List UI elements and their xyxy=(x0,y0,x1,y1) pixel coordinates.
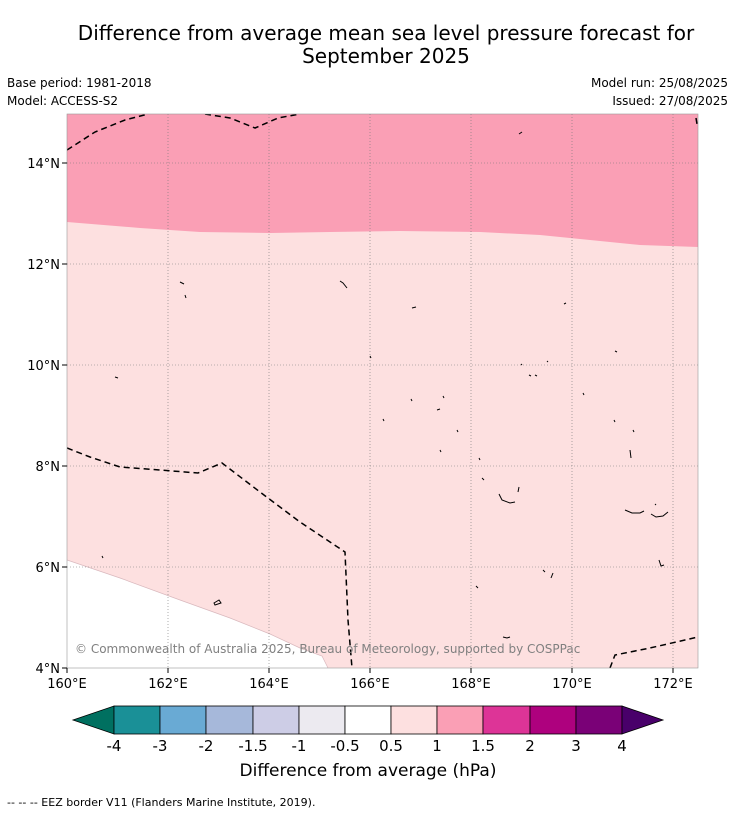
colorbar-segment xyxy=(575,705,623,735)
colorbar-tick-label: 3 xyxy=(571,737,581,755)
colorbar-segment xyxy=(298,705,346,735)
base-period: Base period: 1981-2018 xyxy=(7,76,152,90)
colorbar-tick-label: -4 xyxy=(107,737,122,755)
colorbar-tick-label: 1.5 xyxy=(471,737,495,755)
colorbar-extend-low xyxy=(71,705,115,735)
colorbar-tick-label: -0.5 xyxy=(330,737,359,755)
colorbar-tick-label: 2 xyxy=(525,737,535,755)
colorbar-tick-label: 1 xyxy=(432,737,442,755)
eez-borders xyxy=(67,114,698,668)
lat-label: 14°N xyxy=(27,157,60,172)
colorbar xyxy=(71,705,665,735)
colorbar-tick-label: 4 xyxy=(617,737,627,755)
chart-title: Difference from average mean sea level p… xyxy=(0,22,736,68)
lon-label: 168°E xyxy=(451,677,491,692)
copyright-notice: © Commonwealth of Australia 2025, Bureau… xyxy=(75,642,580,656)
axis-ticks xyxy=(62,162,674,673)
colorbar-tick-label: -1 xyxy=(292,737,307,755)
map-area: © Commonwealth of Australia 2025, Bureau… xyxy=(67,114,698,668)
issued-date: Issued: 27/08/2025 xyxy=(612,94,728,108)
title-line-1: Difference from average mean sea level p… xyxy=(77,21,695,45)
colorbar-segment xyxy=(529,705,577,735)
colorbar-segment xyxy=(159,705,207,735)
lon-label: 164°E xyxy=(249,677,289,692)
colorbar-segment xyxy=(436,705,484,735)
colorbar-labels: -4 -3 -2 -1.5 -1 -0.5 0.5 1 1.5 2 3 4 xyxy=(107,737,627,755)
colorbar-segment xyxy=(113,705,161,735)
lat-label: 6°N xyxy=(36,561,61,576)
lon-label: 162°E xyxy=(148,677,188,692)
meta-right: Model run: 25/08/2025 Issued: 27/08/2025 xyxy=(591,74,728,110)
lon-label: 172°E xyxy=(653,677,693,692)
colorbar-segment xyxy=(205,705,254,735)
lon-label: 160°E xyxy=(47,677,87,692)
colorbar-segment xyxy=(482,705,531,735)
colorbar-segment xyxy=(390,705,438,735)
model-name: Model: ACCESS-S2 xyxy=(7,94,119,108)
latitude-labels: 14°N 12°N 10°N 8°N 6°N 4°N xyxy=(27,157,60,677)
colorbar-segment xyxy=(252,705,300,735)
model-run: Model run: 25/08/2025 xyxy=(590,76,728,90)
eez-footnote: -- -- -- EEZ border V11 (Flanders Marine… xyxy=(7,796,316,809)
lat-label: 10°N xyxy=(27,359,60,374)
lat-label: 4°N xyxy=(36,662,61,677)
islands xyxy=(101,131,669,639)
anomaly-field-1-1.5 xyxy=(67,114,698,247)
map-frame xyxy=(66,113,699,669)
gridlines xyxy=(67,114,698,668)
colorbar-segment xyxy=(344,705,392,735)
legend-title: Difference from average (hPa) xyxy=(239,761,497,781)
colorbar-tick-label: -3 xyxy=(153,737,168,755)
meta-left: Base period: 1981-2018 Model: ACCESS-S2 xyxy=(7,74,152,110)
colorbar-extend-high xyxy=(621,705,665,735)
lon-label: 170°E xyxy=(552,677,592,692)
lat-label: 12°N xyxy=(27,258,60,273)
lon-label: 166°E xyxy=(350,677,390,692)
colorbar-tick-label: -2 xyxy=(199,737,214,755)
colorbar-tick-label: 0.5 xyxy=(379,737,403,755)
longitude-labels: 160°E 162°E 164°E 166°E 168°E 170°E 172°… xyxy=(47,677,693,692)
lat-label: 8°N xyxy=(36,460,61,475)
title-line-2: September 2025 xyxy=(302,44,470,68)
anomaly-field-neutral xyxy=(67,560,328,668)
colorbar-tick-label: -1.5 xyxy=(238,737,267,755)
contour-0.5 xyxy=(67,559,329,668)
